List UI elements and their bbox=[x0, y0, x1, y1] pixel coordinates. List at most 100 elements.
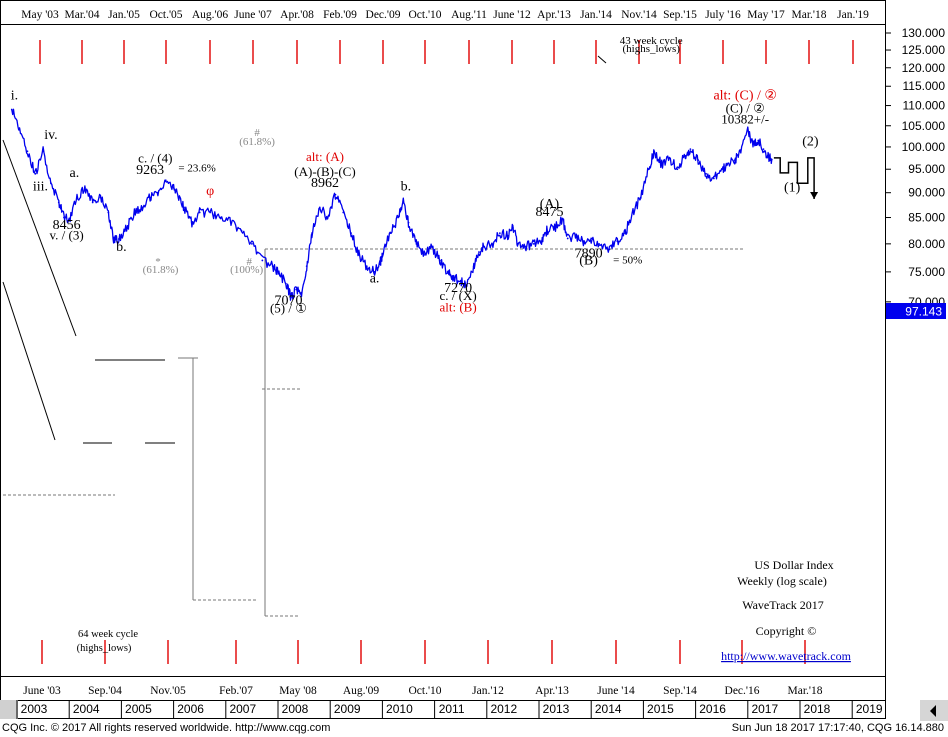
series-point bbox=[219, 216, 222, 219]
series-point bbox=[149, 196, 152, 199]
wave-label: # bbox=[254, 127, 260, 139]
series-point bbox=[42, 150, 44, 153]
wave-label: (2) bbox=[802, 135, 819, 150]
year-axis-corner bbox=[0, 700, 18, 719]
series-point bbox=[451, 276, 454, 279]
series-point bbox=[342, 211, 345, 214]
top-cycle-date: Mar.'04 bbox=[65, 9, 100, 21]
series-point bbox=[684, 154, 687, 157]
wave-label: 8962 bbox=[311, 176, 339, 191]
series-point bbox=[183, 206, 185, 209]
wave-label: iv. bbox=[44, 128, 57, 143]
series-point bbox=[378, 262, 381, 265]
series-point bbox=[438, 259, 441, 262]
series-point bbox=[311, 232, 313, 235]
top-cycle-date: Feb.'09 bbox=[323, 9, 357, 21]
series-point bbox=[532, 242, 535, 245]
arrow-left-icon[interactable] bbox=[930, 705, 936, 717]
series-point bbox=[652, 150, 655, 153]
bottom-cycle-date: Apr.'13 bbox=[535, 685, 569, 697]
series-point bbox=[326, 216, 329, 219]
series-point bbox=[18, 129, 21, 131]
wave-label: v. / (3) bbox=[49, 228, 83, 243]
year-label: 2018 bbox=[804, 702, 831, 716]
series-point bbox=[358, 253, 360, 256]
top-cycle-date: June '12 bbox=[493, 9, 531, 21]
bottom-cycle-date: Sep.'14 bbox=[663, 685, 697, 697]
series-point bbox=[10, 108, 13, 111]
y-tick-label: 105.000 bbox=[902, 119, 946, 133]
bottom-cycle-date: Nov.'05 bbox=[150, 685, 186, 697]
wave-label: 9263 bbox=[136, 163, 164, 178]
cycle-note-pointer bbox=[597, 55, 607, 64]
wave-label: (C) / ② bbox=[726, 100, 765, 115]
wave-label: 8475 bbox=[535, 205, 563, 220]
top-cycle-date: Aug.'06 bbox=[192, 9, 229, 21]
wavetrack-link[interactable]: http://www.wavetrack.com bbox=[721, 649, 852, 663]
series-point bbox=[133, 211, 136, 214]
series-point bbox=[766, 154, 769, 157]
series-point bbox=[506, 234, 509, 237]
year-label: 2006 bbox=[177, 702, 204, 716]
wave-label: (61.8%) bbox=[143, 264, 179, 276]
bottom-cycle-date: June '14 bbox=[597, 685, 635, 697]
series-point bbox=[491, 242, 493, 245]
bottom-cycle-date: Dec.'16 bbox=[725, 685, 760, 697]
series-point bbox=[177, 196, 180, 199]
year-label: 2003 bbox=[21, 702, 48, 716]
series-point bbox=[483, 245, 486, 248]
series-point bbox=[305, 265, 308, 268]
wave-label: iii. bbox=[33, 179, 48, 194]
series-point bbox=[561, 217, 564, 220]
series-point bbox=[373, 270, 376, 273]
year-label: 2017 bbox=[751, 702, 778, 716]
series-point bbox=[752, 143, 754, 146]
wave-label: (A)-(B)-(C) bbox=[294, 164, 355, 179]
series-point bbox=[726, 163, 728, 166]
y-tick-label: 75.000 bbox=[908, 265, 945, 279]
year-label: 2009 bbox=[334, 702, 361, 716]
bottom-cycle-date: Oct.'10 bbox=[408, 685, 441, 697]
series-point bbox=[739, 150, 741, 153]
wave-label: φ bbox=[206, 184, 214, 199]
wave-label: (A) bbox=[540, 197, 560, 212]
wave-label: (highs_lows) bbox=[623, 43, 681, 55]
year-label: 2010 bbox=[386, 702, 413, 716]
forecast-arrow-icon bbox=[810, 192, 819, 200]
wave-label: alt: (A) bbox=[306, 149, 344, 164]
series-point bbox=[112, 237, 115, 240]
series-point bbox=[117, 238, 120, 240]
year-label: 2007 bbox=[229, 702, 256, 716]
series-point bbox=[318, 206, 321, 209]
y-tick-label: 110.000 bbox=[903, 99, 946, 113]
price-chart: May '03 Mar.'04 Jan.'05 Oct.'05 Aug.'06 June … bbox=[0, 0, 948, 721]
year-label: 2011 bbox=[439, 702, 465, 716]
series-point bbox=[415, 242, 418, 245]
series-point bbox=[472, 265, 475, 268]
series-point bbox=[624, 232, 627, 235]
series-point bbox=[720, 168, 723, 171]
series-point bbox=[590, 237, 593, 240]
top-cycle-date: Dec.'09 bbox=[366, 9, 401, 21]
year-label: 2019 bbox=[856, 702, 883, 716]
y-tick-label: 120.000 bbox=[902, 61, 946, 75]
series-point bbox=[277, 270, 279, 273]
series-point bbox=[295, 288, 298, 291]
series-point bbox=[402, 201, 405, 204]
series-point bbox=[712, 177, 715, 180]
series-point bbox=[381, 253, 384, 256]
series-point bbox=[517, 242, 520, 245]
series-point bbox=[300, 291, 303, 294]
series-point bbox=[762, 148, 765, 151]
wave-label: c. / (4) bbox=[138, 150, 172, 165]
wave-label: c. / (X) bbox=[439, 288, 476, 303]
series-point bbox=[498, 232, 501, 235]
series-point bbox=[164, 179, 167, 182]
forecast-path bbox=[773, 157, 815, 199]
period-label: Weekly (log scale) bbox=[737, 574, 827, 588]
series-point bbox=[676, 168, 679, 171]
series-point bbox=[746, 129, 749, 132]
bottom-cycle-date: Sep.'04 bbox=[88, 685, 122, 697]
series-point bbox=[190, 221, 193, 224]
top-cycle-date: Aug.'11 bbox=[451, 9, 487, 21]
